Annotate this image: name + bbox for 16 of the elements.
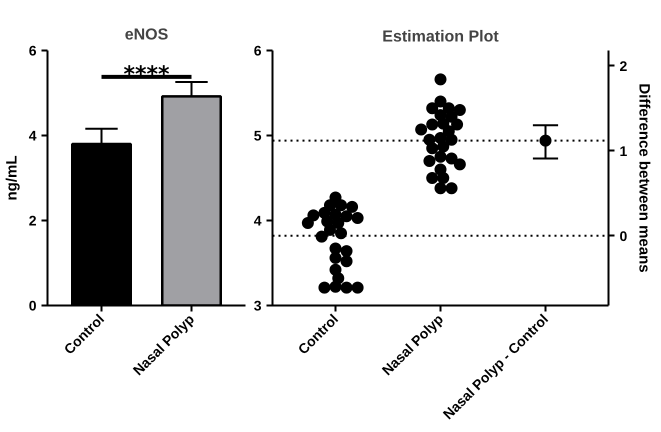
y2-tick-label: 1 (620, 142, 628, 159)
annotation: **** (123, 62, 170, 88)
y2-axis-title: Difference between means (635, 83, 652, 273)
y-tick-label: 6 (28, 42, 37, 58)
y2-tick-label: 0 (620, 228, 628, 244)
y-tick-label: 5 (254, 128, 262, 144)
y-tick-label: 0 (28, 298, 37, 314)
chart-title: eNOS (124, 26, 169, 44)
y-tick-label: 6 (254, 42, 262, 58)
chart-title: Estimation Plot (382, 28, 500, 46)
y-axis-title: ng/mL (4, 155, 21, 200)
y2-tick-label: 2 (620, 58, 628, 74)
y-tick-label: 4 (28, 128, 37, 144)
y-tick-label: 3 (254, 298, 262, 314)
y-tick-label: 4 (254, 212, 262, 228)
y-tick-label: 2 (28, 212, 37, 228)
